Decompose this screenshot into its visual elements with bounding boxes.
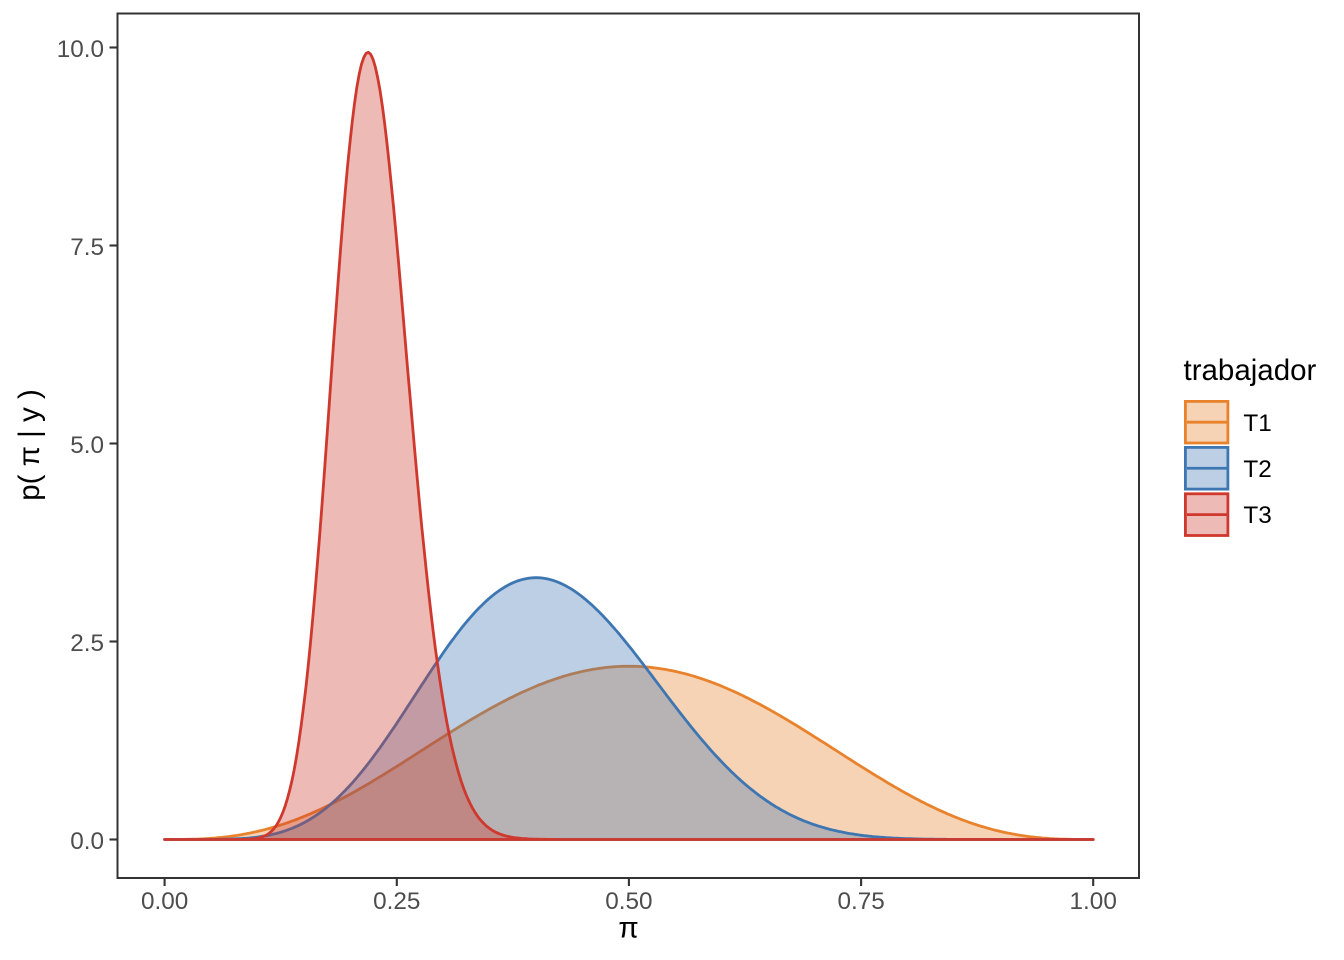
svg-text:0.50: 0.50	[605, 888, 652, 915]
svg-text:10.0: 10.0	[57, 36, 104, 63]
svg-text:0.25: 0.25	[373, 888, 420, 915]
svg-text:T3: T3	[1243, 502, 1271, 529]
svg-text:T2: T2	[1243, 456, 1271, 483]
svg-text:0.75: 0.75	[837, 888, 884, 915]
svg-text:7.5: 7.5	[70, 234, 104, 261]
svg-text:T1: T1	[1243, 410, 1271, 437]
svg-text:trabajador: trabajador	[1184, 354, 1317, 387]
svg-text:0.0: 0.0	[70, 828, 104, 855]
svg-text:1.00: 1.00	[1070, 888, 1117, 915]
svg-text:5.0: 5.0	[70, 432, 104, 459]
svg-text:p( π | y ): p( π | y )	[13, 389, 46, 501]
svg-text:0.00: 0.00	[141, 888, 188, 915]
svg-text:2.5: 2.5	[70, 630, 104, 657]
svg-text:π: π	[618, 912, 638, 945]
